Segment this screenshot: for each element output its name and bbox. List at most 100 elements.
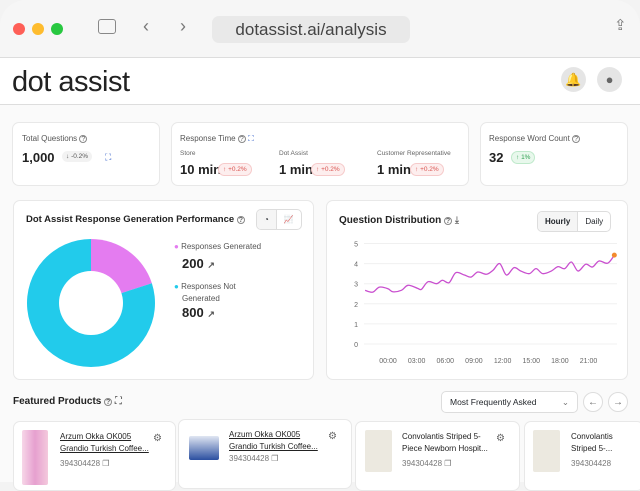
line-chart-icon[interactable]: 📈	[275, 210, 301, 229]
not-generated-value[interactable]: 800 ↗	[182, 305, 215, 320]
product-name[interactable]: Convolantis Striped 5-...	[571, 432, 613, 453]
product-name[interactable]: Arzum Okka OK005 Grandio Turkish Coffee..…	[229, 430, 318, 451]
close-window-button[interactable]	[13, 23, 25, 35]
y-tick-label: 4	[354, 262, 358, 269]
user-avatar-icon[interactable]: ●	[597, 67, 622, 92]
copy-icon[interactable]: ❐	[271, 454, 279, 463]
change-badge: ↑ +0.2%	[410, 163, 444, 176]
x-tick-label: 21:00	[580, 358, 598, 365]
sort-dropdown[interactable]: Most Frequently Asked ⌄	[441, 391, 578, 413]
x-tick-label: 03:00	[408, 358, 426, 365]
settings-gear-icon[interactable]: ⚙	[328, 431, 337, 442]
address-bar[interactable]: dotassist.ai/analysis	[212, 16, 410, 43]
y-tick-label: 2	[354, 302, 358, 309]
change-badge: ↑ 1%	[511, 151, 536, 164]
view-toggle: ◔ 📈	[256, 209, 302, 230]
browser-toolbar: ‹ › dotassist.ai/analysis ⇪	[0, 0, 640, 58]
featured-title: Featured Products	[13, 396, 102, 407]
settings-gear-icon[interactable]: ⚙	[153, 433, 162, 444]
chevron-down-icon: ⌄	[561, 397, 569, 407]
product-id: 394304428 ❐	[402, 459, 452, 468]
word-count-card: Response Word Count ? 32 ↑ 1%	[480, 122, 628, 186]
legend-generated: ● Responses Generated	[174, 242, 262, 251]
product-name[interactable]: Arzum Okka OK005 Grandio Turkish Coffee..…	[60, 432, 149, 453]
last-point-marker	[611, 252, 617, 258]
product-name[interactable]: Convolantis Striped 5- Piece Newborn Hosp…	[402, 432, 488, 453]
customer-rep-label: Customer Representative	[377, 150, 451, 157]
line-chart: 0 1 2 3 4 5 00:00 03:00 06:00 09:00 12:00 15:00 18:0…	[354, 242, 617, 365]
prev-arrow-icon[interactable]: ←	[583, 392, 603, 412]
download-icon[interactable]: ⤓	[454, 215, 460, 226]
pie-chart-icon[interactable]: ◔	[257, 210, 276, 229]
dot-assist-value: 1 min	[279, 162, 313, 177]
series-line	[364, 254, 615, 293]
help-icon[interactable]: ?	[444, 217, 452, 225]
y-tick-label: 1	[354, 322, 358, 329]
product-id: 394304428	[571, 459, 612, 468]
sidebar-icon[interactable]	[98, 19, 116, 34]
product-card[interactable]: Convolantis Striped 5-... 394304428	[524, 421, 640, 491]
change-badge: ↑ +0.2%	[218, 163, 252, 176]
period-toggle: Hourly Daily	[537, 211, 612, 232]
question-distribution-card: Question Distribution ? ⤓ Hourly Daily 0 1…	[326, 200, 628, 380]
store-value: 10 min	[180, 162, 222, 177]
external-link-icon: ↗	[207, 260, 215, 270]
response-time-card: Response Time ? ⛶ Store 10 min ↑ +0.2% D…	[171, 122, 469, 186]
word-count-value: 32	[489, 150, 504, 165]
product-image	[22, 430, 48, 485]
daily-tab[interactable]: Daily	[577, 212, 610, 231]
distribution-title: Question Distribution	[339, 215, 442, 226]
card-label: Total Questions	[22, 134, 78, 143]
help-icon[interactable]: ?	[236, 216, 245, 224]
y-tick-label: 5	[354, 242, 358, 249]
help-icon[interactable]: ?	[572, 135, 581, 143]
x-tick-label: 15:00	[522, 358, 540, 365]
card-label: Response Word Count	[489, 134, 570, 143]
notifications-bell-icon[interactable]: 🔔	[561, 67, 586, 92]
generated-value[interactable]: 200 ↗	[182, 256, 215, 271]
page: dot assist 🔔 ● Total Questions ? 1,000 ↓…	[0, 58, 640, 491]
x-tick-label: 00:00	[379, 358, 397, 365]
product-id: 394304428 ❐	[60, 459, 110, 468]
change-badge: ↓ -0.2%	[62, 151, 93, 162]
expand-icon[interactable]: ⛶	[248, 134, 254, 143]
total-questions-value: 1,000	[22, 150, 55, 165]
expand-icon[interactable]: ⛶	[105, 152, 112, 162]
total-questions-card: Total Questions ? 1,000 ↓ -0.2% ⛶	[12, 122, 160, 186]
copy-icon[interactable]: ❐	[444, 459, 452, 468]
legend-not-generated: ● Responses Not Generated	[174, 282, 236, 303]
minimize-window-button[interactable]	[32, 23, 44, 35]
product-image	[189, 436, 219, 460]
customer-rep-value: 1 min	[377, 162, 411, 177]
help-icon[interactable]: ?	[237, 135, 246, 143]
back-icon[interactable]: ‹	[143, 16, 149, 36]
help-icon[interactable]: ?	[79, 135, 88, 143]
next-arrow-icon[interactable]: →	[608, 392, 628, 412]
product-id: 394304428 ❐	[229, 454, 279, 463]
y-tick-label: 3	[354, 282, 358, 289]
x-tick-label: 12:00	[494, 358, 512, 365]
app-header: dot assist 🔔 ●	[0, 58, 640, 105]
external-link-icon: ↗	[207, 309, 215, 319]
donut-chart	[26, 239, 155, 367]
logo: dot assist	[12, 66, 130, 98]
help-icon[interactable]: ?	[104, 398, 113, 406]
settings-gear-icon[interactable]: ⚙	[496, 433, 505, 444]
product-image	[533, 430, 560, 472]
change-badge: ↑ +0.2%	[311, 163, 345, 176]
forward-icon[interactable]: ›	[180, 16, 186, 36]
product-card[interactable]: Arzum Okka OK005 Grandio Turkish Coffee..…	[13, 421, 176, 491]
x-tick-label: 18:00	[551, 358, 569, 365]
maximize-window-button[interactable]	[51, 23, 63, 35]
performance-card: Dot Assist Response Generation Performan…	[13, 200, 314, 380]
product-image	[365, 430, 392, 472]
y-tick-label: 0	[354, 342, 358, 349]
hourly-tab[interactable]: Hourly	[538, 212, 578, 231]
share-icon[interactable]: ⇪	[614, 17, 627, 34]
copy-icon[interactable]: ❐	[102, 459, 110, 468]
product-card[interactable]: Convolantis Striped 5- Piece Newborn Hosp…	[355, 421, 520, 491]
expand-icon[interactable]: ⛶	[114, 396, 122, 407]
x-tick-label: 06:00	[437, 358, 455, 365]
product-card[interactable]: Arzum Okka OK005 Grandio Turkish Coffee..…	[178, 419, 352, 489]
card-label: Response Time	[180, 134, 236, 143]
